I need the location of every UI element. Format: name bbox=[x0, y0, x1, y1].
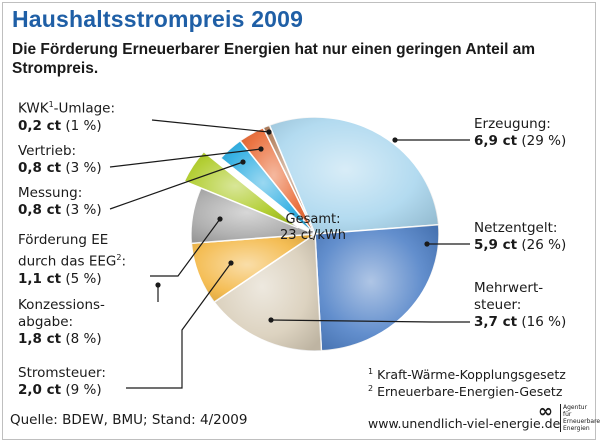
leader-messung-dot bbox=[240, 159, 246, 165]
leader-erzeugung-dot bbox=[392, 137, 398, 143]
logo-text: Agentur für Erneuerbare Energien bbox=[560, 404, 600, 432]
pie-slice-shade bbox=[315, 224, 439, 351]
label-kwk-pct: (1 %) bbox=[65, 117, 102, 134]
label-vertrieb: Vertrieb: 0,8 ct (3 %) bbox=[18, 143, 102, 177]
footnote-2: 2 Erneuerbare-Energien-Gesetz bbox=[368, 384, 562, 399]
leader-vertrieb bbox=[109, 148, 262, 168]
agency-logo: ∞ Agentur für Erneuerbare Energien bbox=[538, 401, 600, 435]
chart-title: Haushaltsstrompreis 2009 bbox=[12, 6, 304, 32]
label-erzeugung: Erzeugung: 6,9 ct (29 %) bbox=[474, 116, 566, 150]
label-kwk-value: 0,2 ct bbox=[18, 117, 62, 134]
label-konz-line1: Konzessions- bbox=[18, 297, 105, 313]
label-netz-value: 5,9 ct bbox=[474, 237, 518, 253]
label-vertrieb-value: 0,8 ct bbox=[18, 160, 62, 176]
footnote-1: 1 Kraft-Wärme-Kopplungsgesetz bbox=[368, 367, 566, 382]
leader-netzentgelt-dot bbox=[424, 241, 430, 247]
label-mwst-line1: Mehrwert- bbox=[474, 280, 544, 296]
footnote-1-mark: 1 bbox=[368, 367, 374, 376]
label-messung-name: Messung: bbox=[18, 185, 83, 201]
label-vertrieb-pct: (3 %) bbox=[65, 160, 102, 176]
label-kwk: KWK1-Umlage: 0,2 ct (1 %) bbox=[18, 96, 115, 135]
label-vertrieb-name: Vertrieb: bbox=[18, 143, 77, 159]
label-eeg-pct: (5 %) bbox=[65, 270, 102, 287]
label-eeg: Förderung EE durch das EEG2: 1,1 ct (5 %… bbox=[18, 232, 126, 288]
label-eeg-value: 1,1 ct bbox=[18, 270, 62, 287]
center-line-2: 23 ct/kWh bbox=[280, 228, 346, 243]
label-stromsteuer: Stromsteuer: 2,0 ct (9 %) bbox=[18, 365, 106, 399]
leader-stromsteuer-dot bbox=[228, 260, 234, 266]
pie-slice-shade bbox=[214, 234, 322, 351]
leader-kwk bbox=[151, 119, 270, 133]
label-messung-value: 0,8 ct bbox=[18, 202, 62, 218]
label-eeg-suffix: : bbox=[121, 253, 126, 270]
label-konz-value: 1,8 ct bbox=[18, 331, 62, 347]
leader-mehrwertsteuer-dot bbox=[268, 317, 274, 323]
label-mehrwertsteuer: Mehrwert- steuer: 3,7 ct (16 %) bbox=[474, 280, 566, 331]
label-kwk-suffix: -Umlage: bbox=[53, 100, 116, 117]
footnote-2-mark: 2 bbox=[368, 384, 374, 393]
leader-mehrwertsteuer bbox=[270, 319, 470, 323]
label-konzession: Konzessions- abgabe: 1,8 ct (8 %) bbox=[18, 297, 105, 348]
infinity-logo-icon: ∞ bbox=[538, 401, 553, 422]
label-konz-pct: (8 %) bbox=[65, 331, 102, 347]
leader-messung bbox=[109, 161, 244, 210]
label-erz-value: 6,9 ct bbox=[474, 133, 518, 149]
leader-vertrieb-dot bbox=[258, 146, 264, 152]
label-strom-name: Stromsteuer: bbox=[18, 365, 106, 381]
figure-frame bbox=[2, 2, 596, 440]
leader-konzession-tick-dot bbox=[155, 282, 161, 288]
source-note: Quelle: BDEW, BMU; Stand: 4/2009 bbox=[10, 412, 248, 428]
label-strom-pct: (9 %) bbox=[65, 382, 102, 398]
label-netzentgelt: Netzentgelt: 5,9 ct (26 %) bbox=[474, 220, 566, 254]
label-kwk-sup: 1 bbox=[48, 100, 54, 109]
label-erz-pct: (29 %) bbox=[521, 133, 567, 149]
label-konz-line2: abgabe: bbox=[18, 314, 74, 330]
label-netz-name: Netzentgelt: bbox=[474, 220, 558, 236]
pie-center-label: Gesamt: 23 ct/kWh bbox=[268, 212, 358, 244]
center-line-1: Gesamt: bbox=[285, 212, 341, 227]
leader-lines bbox=[109, 119, 470, 389]
label-mwst-line2: steuer: bbox=[474, 297, 522, 313]
label-mwst-pct: (16 %) bbox=[521, 314, 567, 330]
label-eeg-line2: durch das EEG bbox=[18, 253, 117, 270]
pie-slice-shade bbox=[184, 151, 299, 228]
label-kwk-name: KWK bbox=[18, 100, 49, 117]
pie-slice-shade bbox=[191, 234, 315, 303]
label-netz-pct: (26 %) bbox=[521, 237, 567, 253]
label-eeg-line1: Förderung EE bbox=[18, 232, 109, 248]
leader-stromsteuer bbox=[126, 262, 232, 389]
label-strom-value: 2,0 ct bbox=[18, 382, 62, 398]
chart-subtitle: Die Förderung Erneuerbarer Energien hat … bbox=[12, 41, 536, 77]
label-messung: Messung: 0,8 ct (3 %) bbox=[18, 185, 102, 219]
footnote-2-text: Erneuerbare-Energien-Gesetz bbox=[377, 384, 563, 400]
pie-slice-shade bbox=[269, 117, 439, 234]
website-url: www.unendlich-viel-energie.de bbox=[368, 416, 561, 431]
pie-slice-shade bbox=[240, 127, 315, 234]
label-mwst-value: 3,7 ct bbox=[474, 314, 518, 330]
leader-konzession-dot bbox=[217, 216, 223, 222]
label-eeg-sup: 2 bbox=[116, 253, 122, 262]
label-messung-pct: (3 %) bbox=[65, 202, 102, 218]
leader-konzession bbox=[150, 218, 221, 277]
leader-kwk-dot bbox=[266, 129, 272, 135]
label-erz-name: Erzeugung: bbox=[474, 116, 551, 132]
pie-slice-shade bbox=[263, 125, 315, 234]
pie-slice-shade bbox=[191, 187, 315, 244]
footnote-1-text: Kraft-Wärme-Kopplungsgesetz bbox=[377, 367, 566, 383]
